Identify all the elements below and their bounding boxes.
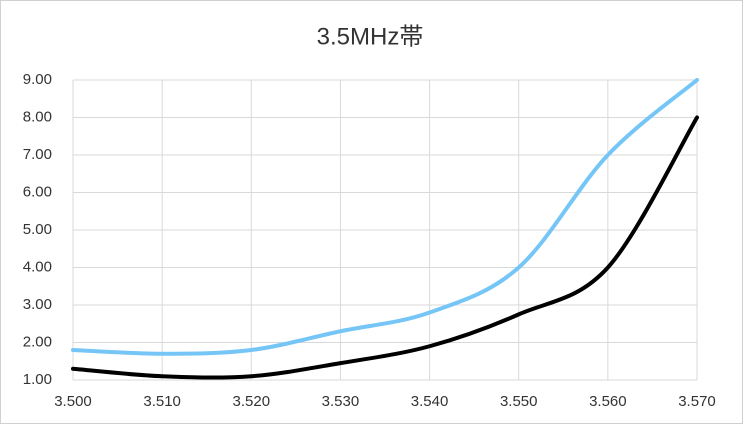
y-tick-label: 8.00 <box>23 108 52 125</box>
x-tick-label: 3.520 <box>233 393 271 410</box>
y-tick-label: 1.00 <box>23 371 52 388</box>
chart-title: 3.5MHz帯 <box>317 23 424 50</box>
x-tick-label: 3.540 <box>411 393 449 410</box>
series-line <box>71 78 699 356</box>
y-tick-label: 6.00 <box>23 183 52 200</box>
y-tick-label: 4.00 <box>23 258 52 275</box>
y-tick-label: 5.00 <box>23 221 52 238</box>
series-line <box>71 115 699 380</box>
x-tick-label: 3.500 <box>54 393 92 410</box>
x-tick-label: 3.570 <box>678 393 716 410</box>
y-tick-label: 2.00 <box>23 333 52 350</box>
x-tick-label: 3.530 <box>322 393 360 410</box>
x-tick-label: 3.550 <box>500 393 538 410</box>
y-tick-label: 7.00 <box>23 146 52 163</box>
y-tick-label: 9.00 <box>23 71 52 88</box>
x-tick-label: 3.560 <box>589 393 627 410</box>
y-tick-label: 3.00 <box>23 296 52 313</box>
x-tick-label: 3.510 <box>143 393 181 410</box>
